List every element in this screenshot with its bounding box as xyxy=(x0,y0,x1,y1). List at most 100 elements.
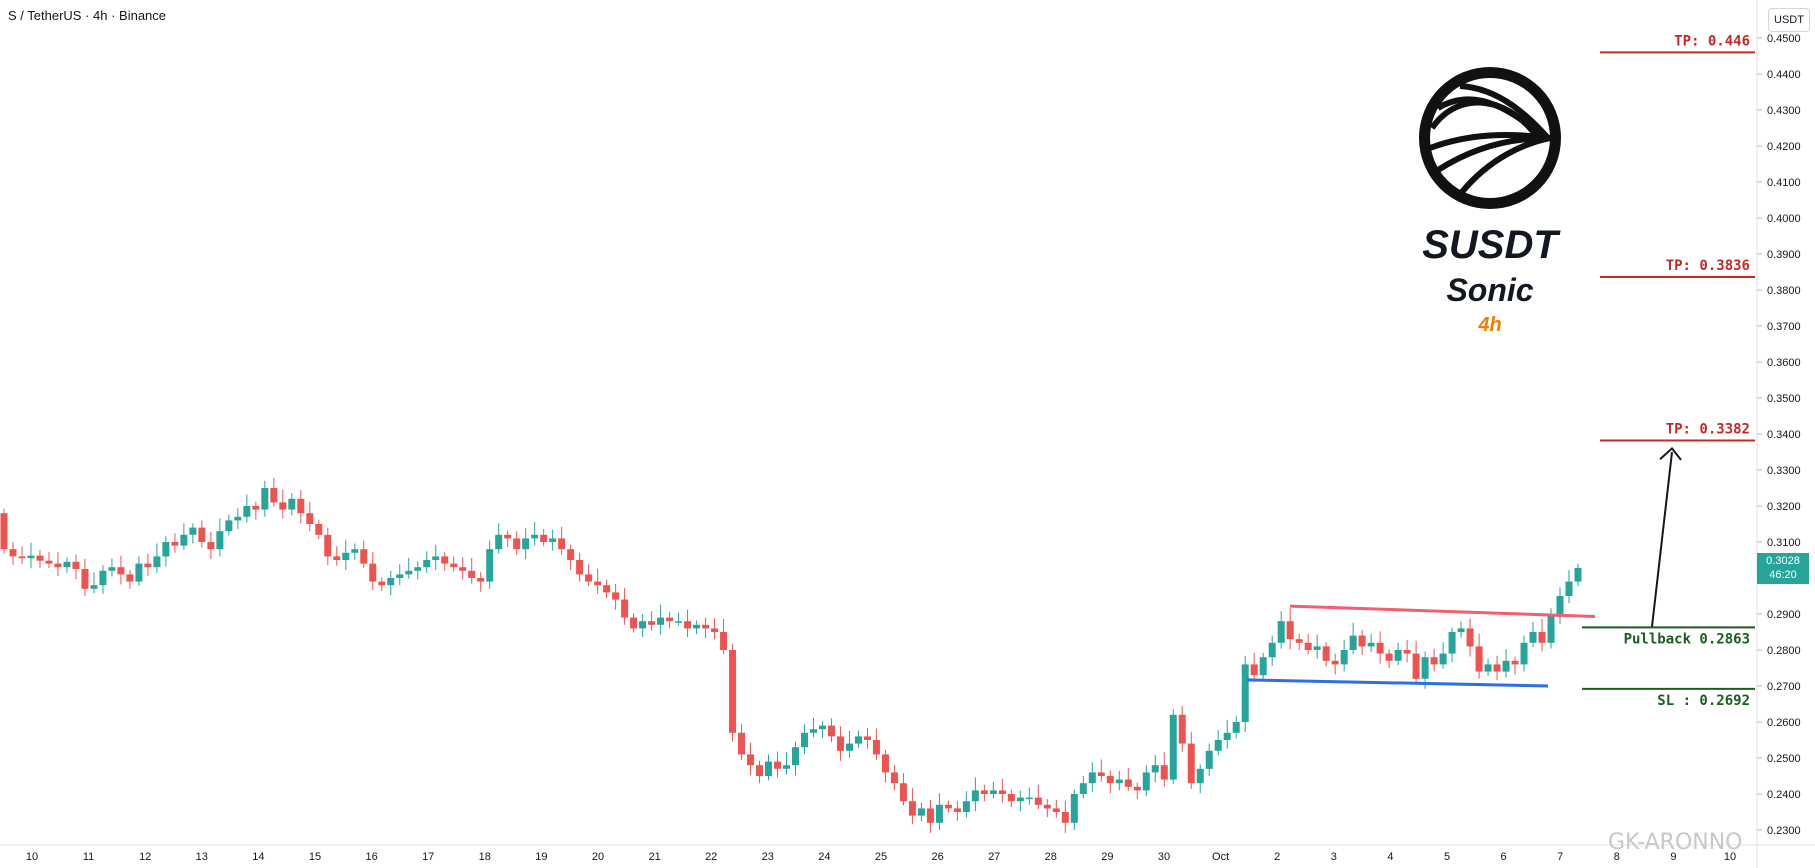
price-tick-label: 0.3300 xyxy=(1767,465,1801,477)
candle-down xyxy=(126,574,134,582)
time-tick-label: 2 xyxy=(1274,851,1280,863)
candle-down xyxy=(1178,714,1186,744)
candle-down xyxy=(1250,664,1258,676)
price-tick-label: 0.2900 xyxy=(1767,609,1801,621)
candle-up xyxy=(1502,660,1510,672)
candle-up xyxy=(845,743,853,751)
candle-up xyxy=(1016,797,1024,802)
candle-down xyxy=(774,761,782,769)
candle-down xyxy=(1061,812,1069,823)
candle-up xyxy=(854,736,862,744)
candle-up xyxy=(1115,779,1123,784)
time-tick-label: 13 xyxy=(196,851,208,863)
candle-up xyxy=(225,520,233,532)
candle-up xyxy=(1547,614,1555,643)
price-tick-label: 0.4400 xyxy=(1767,69,1801,81)
candle-up xyxy=(243,506,251,517)
time-tick-label: Oct xyxy=(1212,851,1229,863)
candle-down xyxy=(279,502,287,510)
time-tick-label: 20 xyxy=(592,851,604,863)
candle-up xyxy=(63,561,71,568)
price-tick-label: 0.2300 xyxy=(1767,825,1801,837)
brand-timeframe: 4h xyxy=(1478,314,1502,336)
candle-up xyxy=(1439,653,1447,665)
candle-up xyxy=(1025,797,1033,800)
time-tick-label: 21 xyxy=(648,851,660,863)
candle-down xyxy=(827,725,835,737)
price-tick-label: 0.3600 xyxy=(1767,357,1801,369)
price-tick-label: 0.3700 xyxy=(1767,321,1801,333)
candle-up xyxy=(1457,628,1465,632)
candle-down xyxy=(1043,804,1051,809)
candle-up xyxy=(90,585,98,589)
drawings xyxy=(1246,446,1682,688)
candle-up xyxy=(153,556,161,568)
candle-down xyxy=(872,740,880,755)
level-label-tp: TP: 0.3836 xyxy=(1666,258,1750,274)
time-tick-label: 27 xyxy=(988,851,1000,863)
time-tick-label: 18 xyxy=(479,851,491,863)
candle-up xyxy=(486,549,494,582)
candle-down xyxy=(621,599,629,618)
candle-up xyxy=(531,534,539,539)
candle-down xyxy=(863,736,871,740)
candle-down xyxy=(81,569,89,589)
candle-down xyxy=(1106,776,1114,784)
projection-arrow-shaft xyxy=(1651,451,1673,627)
candle-down xyxy=(1412,653,1420,679)
candle-down xyxy=(908,801,916,816)
candle-up xyxy=(935,804,943,823)
candle-up xyxy=(1205,750,1213,769)
levels: TP: 0.446 TP: 0.3836 TP: 0.3382 Pullback 0.… xyxy=(1582,33,1755,709)
price-tick-label: 0.4100 xyxy=(1767,177,1801,189)
candle-up xyxy=(1151,765,1159,773)
symbol-header[interactable]: S / TetherUS · 4h · Binance xyxy=(8,8,167,23)
candle-up xyxy=(1088,772,1096,784)
candle-down xyxy=(738,732,746,755)
candle-down xyxy=(576,560,584,575)
candle-up xyxy=(1556,596,1564,614)
candle-up xyxy=(791,747,799,766)
time-tick-label: 10 xyxy=(1724,851,1736,863)
projection-arrow-head xyxy=(1659,446,1682,461)
candle-up xyxy=(1268,642,1276,658)
candle-up xyxy=(1196,768,1204,784)
price-tick-label: 0.2700 xyxy=(1767,681,1801,693)
candle-up xyxy=(1484,664,1492,672)
candle-down xyxy=(1358,635,1366,647)
candle-down xyxy=(45,560,53,564)
price-tick-label: 0.4300 xyxy=(1767,105,1801,117)
candle-up xyxy=(1070,794,1078,823)
candle-down xyxy=(1430,657,1438,665)
candle-down xyxy=(369,563,377,582)
candle-down xyxy=(558,538,566,550)
candle-down xyxy=(1052,808,1060,812)
candle-up xyxy=(765,761,773,776)
brand-name: Sonic xyxy=(1446,272,1534,308)
candle-up xyxy=(1223,732,1231,740)
candle-up xyxy=(351,549,359,553)
time-tick-label: 6 xyxy=(1501,851,1507,863)
candle-up xyxy=(1529,632,1537,643)
candle-up xyxy=(1313,646,1321,650)
price-tick-label: 0.3900 xyxy=(1767,249,1801,261)
candle-down xyxy=(836,736,844,751)
time-tick-label: 12 xyxy=(139,851,151,863)
level-label-tp: TP: 0.446 xyxy=(1674,33,1750,49)
candle-down xyxy=(1133,786,1141,791)
candle-down xyxy=(1295,639,1303,643)
candle-up xyxy=(1340,650,1348,665)
candle-up xyxy=(162,542,170,557)
currency-button[interactable]: USDT xyxy=(1768,8,1810,32)
candle-up xyxy=(1421,657,1429,679)
time-tick-label: 30 xyxy=(1158,851,1170,863)
candle-down xyxy=(630,617,638,629)
candle-up xyxy=(1565,581,1573,596)
candle-down xyxy=(1097,772,1105,776)
candle-down xyxy=(54,563,62,568)
candle-up xyxy=(414,567,422,571)
candle-down xyxy=(9,549,17,557)
candle-down xyxy=(0,513,8,550)
candle-down xyxy=(612,592,620,600)
candle-down xyxy=(684,621,692,629)
